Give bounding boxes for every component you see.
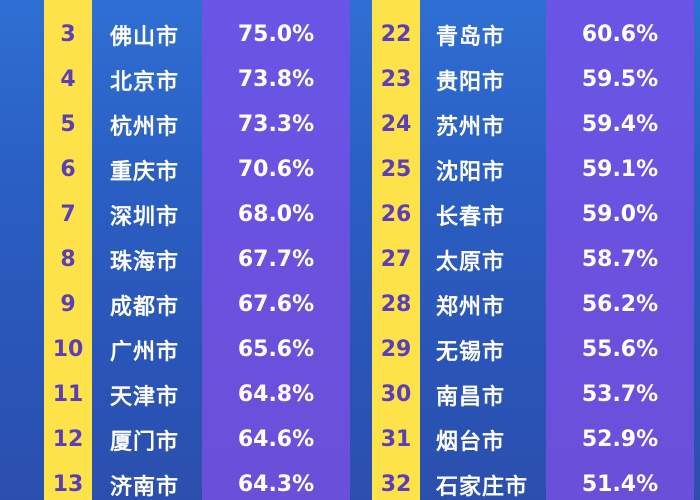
city-name: 郑州市	[436, 294, 506, 320]
table-row: 12 厦门市 64.6%	[0, 417, 700, 462]
table-row: 30 南昌市 53.7%	[0, 372, 700, 417]
rank-number: 3	[60, 22, 76, 47]
left-rank-column	[44, 0, 92, 500]
table-row: 11 天津市 64.8%	[0, 372, 700, 417]
table-row: 23 贵阳市 59.5%	[0, 57, 700, 102]
rank-number: 10	[52, 337, 84, 362]
rank-number: 7	[60, 202, 76, 227]
city-name: 成都市	[110, 294, 180, 320]
city-name: 广州市	[110, 339, 180, 365]
percentage-value: 70.6%	[237, 157, 315, 182]
table-row: 4 北京市 73.8%	[0, 57, 700, 102]
percentage-value: 60.6%	[581, 22, 659, 47]
right-rank-column	[372, 0, 420, 500]
rank-number: 32	[380, 472, 412, 497]
city-name: 青岛市	[436, 24, 506, 50]
percentage-value: 64.6%	[237, 427, 315, 452]
table-row: 27 太原市 58.7%	[0, 237, 700, 282]
percentage-value: 56.2%	[581, 292, 659, 317]
table-row: 13 济南市 64.3%	[0, 462, 700, 500]
city-name: 厦门市	[110, 429, 180, 455]
rank-number: 9	[60, 292, 76, 317]
rank-number: 4	[60, 67, 76, 92]
city-name: 南昌市	[436, 384, 506, 410]
rank-number: 24	[380, 112, 412, 137]
city-name: 长春市	[436, 204, 506, 230]
percentage-value: 59.1%	[581, 157, 659, 182]
rank-number: 22	[380, 22, 412, 47]
percentage-value: 67.6%	[237, 292, 315, 317]
city-name: 北京市	[110, 69, 180, 95]
city-name: 济南市	[110, 474, 180, 500]
rank-number: 8	[60, 247, 76, 272]
percentage-value: 68.0%	[237, 202, 315, 227]
city-name: 石家庄市	[436, 474, 529, 500]
city-name: 杭州市	[110, 114, 180, 140]
rank-number: 27	[380, 247, 412, 272]
rank-number: 12	[52, 427, 84, 452]
city-name: 重庆市	[110, 159, 180, 185]
table-row: 8 珠海市 67.7%	[0, 237, 700, 282]
percentage-value: 59.0%	[581, 202, 659, 227]
table-row-partial	[0, 0, 700, 23]
table-row: 32 石家庄市 51.4%	[0, 462, 700, 500]
city-name: 沈阳市	[436, 159, 506, 185]
percentage-value: 52.9%	[581, 427, 659, 452]
percentage-value: 53.7%	[581, 382, 659, 407]
percentage-value: 67.7%	[237, 247, 315, 272]
table-row: 31 烟台市 52.9%	[0, 417, 700, 462]
city-name: 佛山市	[110, 24, 180, 50]
table-row: 24 苏州市 59.4%	[0, 102, 700, 147]
table-row: 28 郑州市 56.2%	[0, 282, 700, 327]
table-row: 26 长春市 59.0%	[0, 192, 700, 237]
city-name: 天津市	[110, 384, 180, 410]
rank-number: 25	[380, 157, 412, 182]
rank-number: 5	[60, 112, 76, 137]
rank-number: 30	[380, 382, 412, 407]
rank-number: 11	[52, 382, 84, 407]
city-name: 贵阳市	[436, 69, 506, 95]
rank-number: 26	[380, 202, 412, 227]
rank-number: 31	[380, 427, 412, 452]
right-value-column	[546, 0, 694, 500]
city-name: 苏州市	[436, 114, 506, 140]
percentage-value: 55.6%	[581, 337, 659, 362]
rank-number: 28	[380, 292, 412, 317]
rank-number: 6	[60, 157, 76, 182]
table-row: 5 杭州市 73.3%	[0, 102, 700, 147]
percentage-value: 59.4%	[581, 112, 659, 137]
percentage-value: 73.8%	[237, 67, 315, 92]
percentage-value: 58.7%	[581, 247, 659, 272]
table-row: 29 无锡市 55.6%	[0, 327, 700, 372]
table-row: 25 沈阳市 59.1%	[0, 147, 700, 192]
table-row: 22 青岛市 60.6%	[0, 12, 700, 57]
percentage-value: 64.3%	[237, 472, 315, 497]
table-row: 7 深圳市 68.0%	[0, 192, 700, 237]
table-row: 9 成都市 67.6%	[0, 282, 700, 327]
left-value-column	[202, 0, 350, 500]
percentage-value: 51.4%	[581, 472, 659, 497]
table-row: 3 佛山市 75.0%	[0, 12, 700, 57]
percentage-value: 65.6%	[237, 337, 315, 362]
percentage-value: 75.0%	[237, 22, 315, 47]
city-name: 深圳市	[110, 204, 180, 230]
city-name: 太原市	[436, 249, 506, 275]
city-name: 烟台市	[436, 429, 506, 455]
city-name: 无锡市	[436, 339, 506, 365]
table-row: 10 广州市 65.6%	[0, 327, 700, 372]
percentage-value: 73.3%	[237, 112, 315, 137]
rank-number: 23	[380, 67, 412, 92]
percentage-value: 64.8%	[237, 382, 315, 407]
table-row: 6 重庆市 70.6%	[0, 147, 700, 192]
rank-number: 29	[380, 337, 412, 362]
percentage-value: 59.5%	[581, 67, 659, 92]
city-name: 珠海市	[110, 249, 180, 275]
rank-number: 13	[52, 472, 84, 497]
